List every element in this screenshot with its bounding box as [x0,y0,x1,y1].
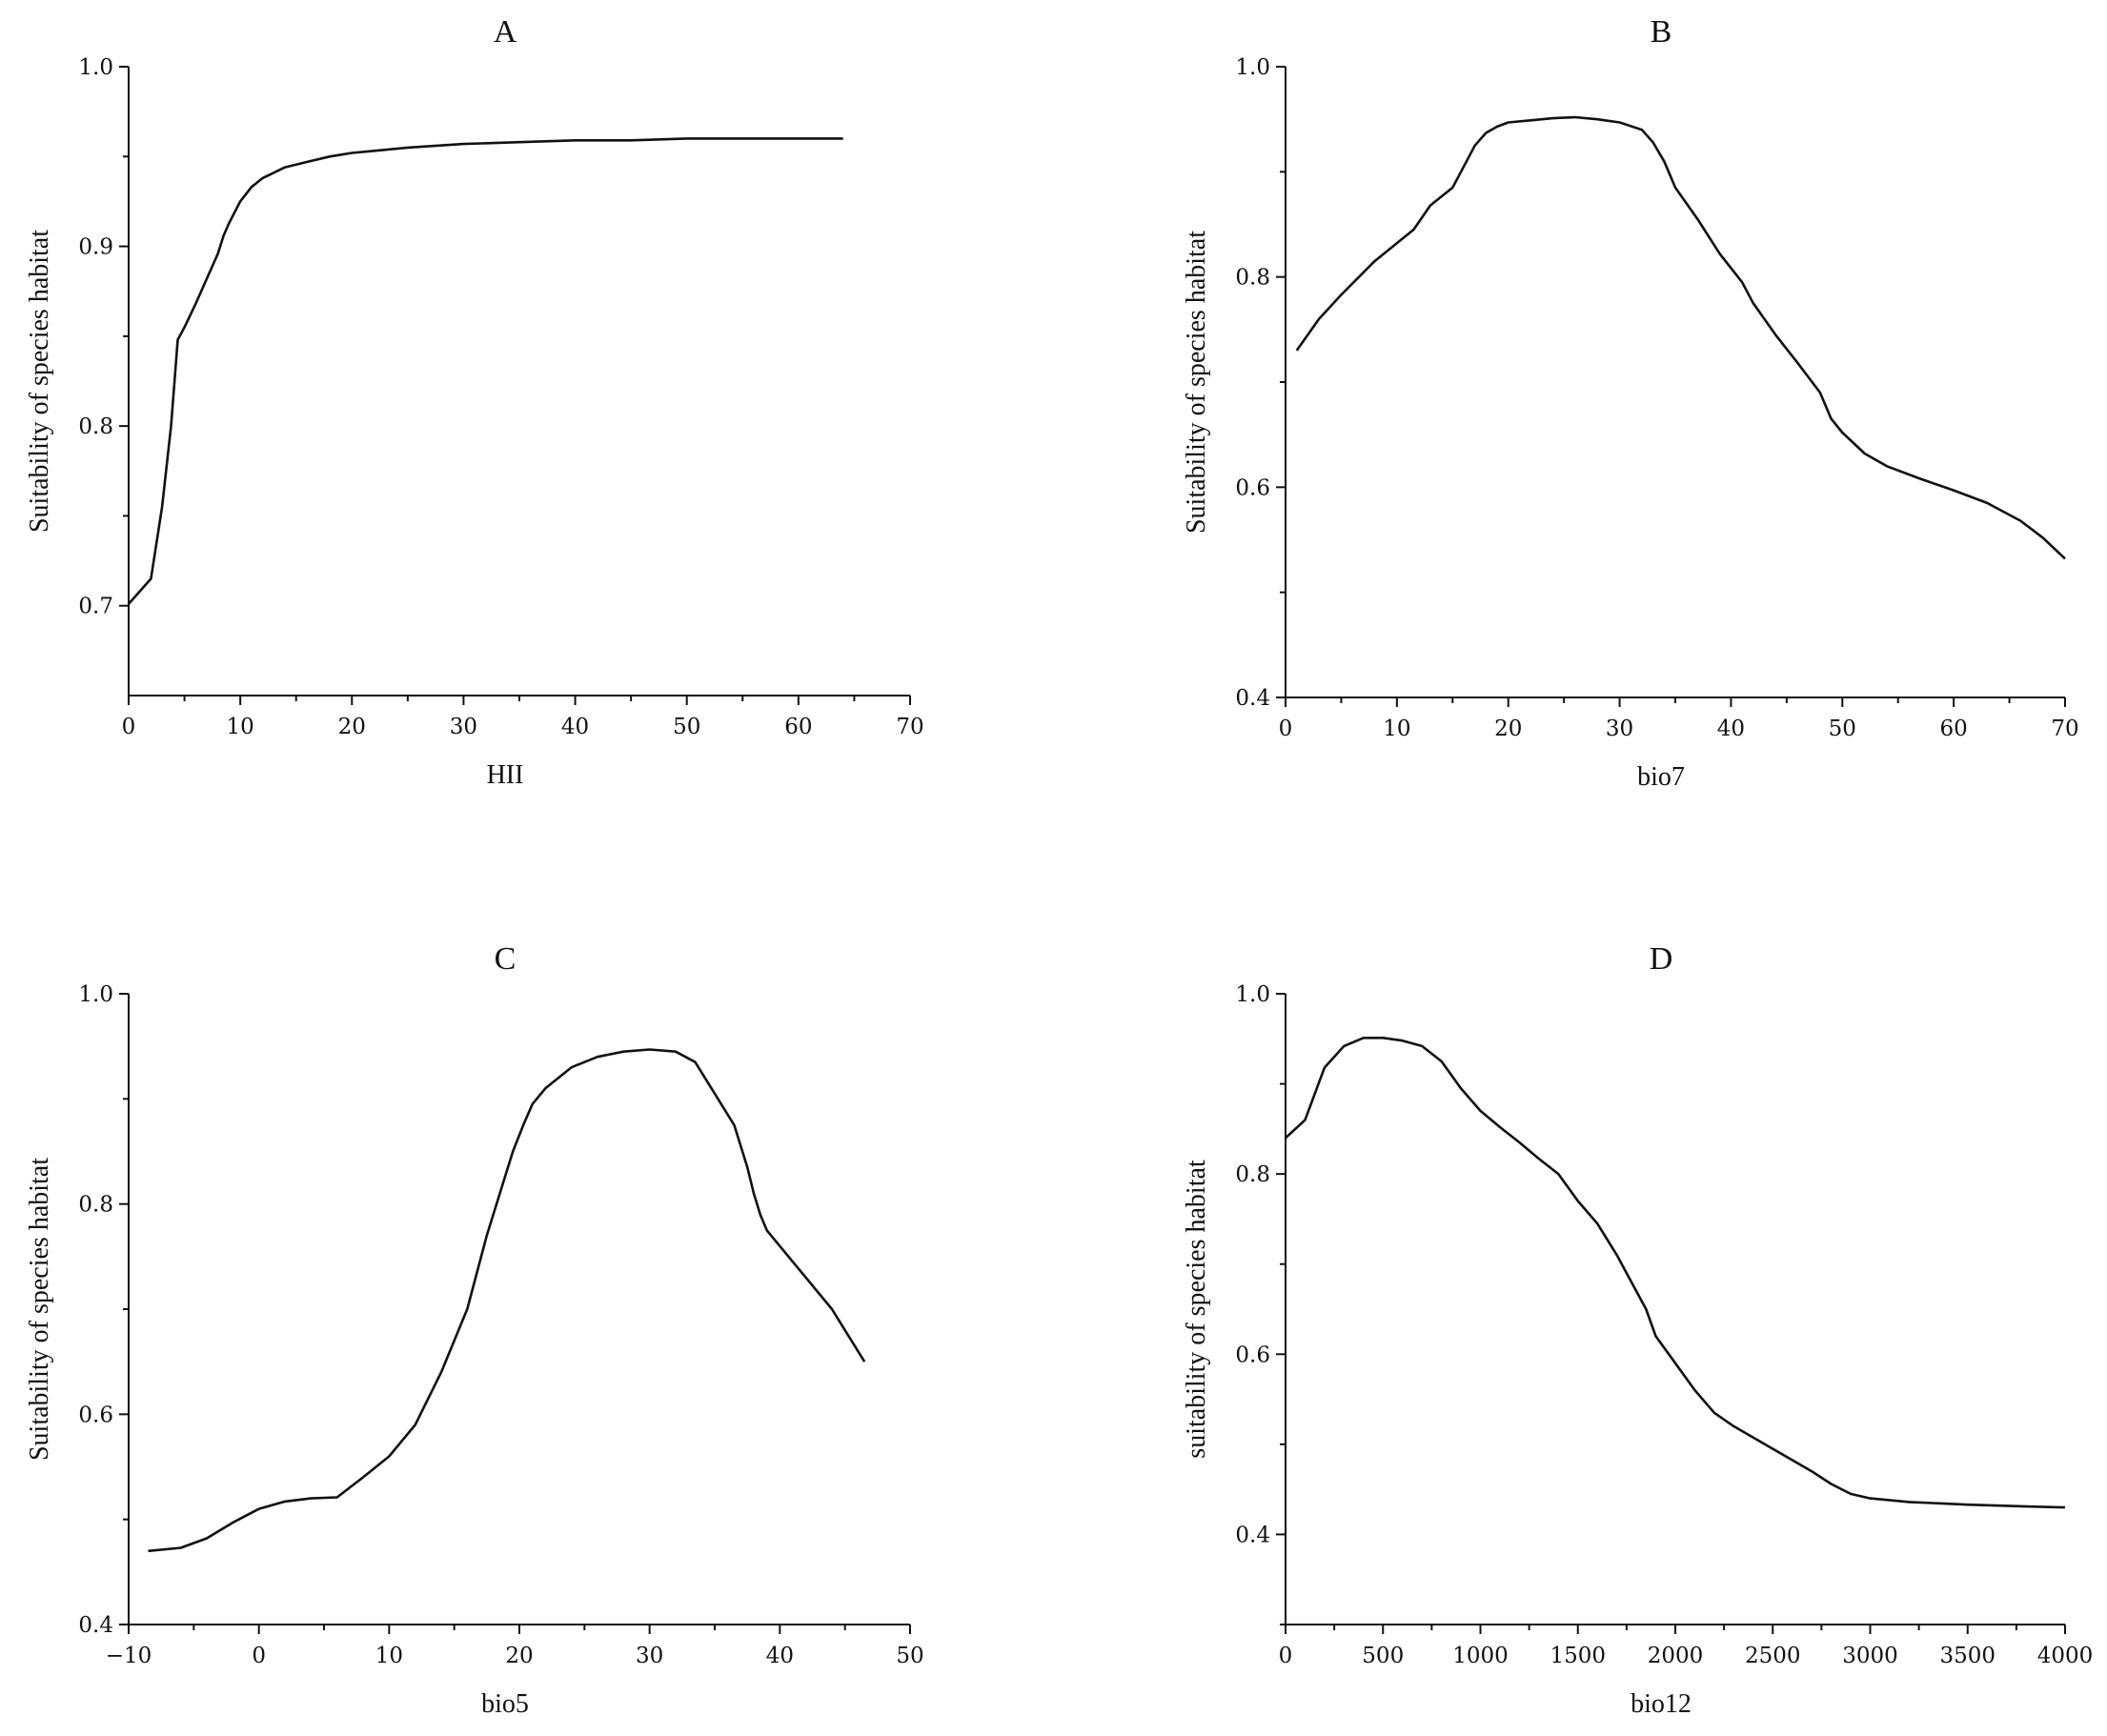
panel-c-x-tick-label: 10 [375,1644,403,1668]
panel-c-x-tick-label: 30 [636,1644,663,1668]
panel-d-x-tick-label: 2500 [1745,1644,1801,1668]
panel-a-x-tick-label: 40 [561,715,589,739]
panel-a-x-tick-label: 20 [338,715,366,739]
panel-a-y-tick-label: 0.7 [78,595,113,619]
panel-d-x-tick-label: 2000 [1648,1644,1704,1668]
panel-d-x-tick-label: 3000 [1842,1644,1898,1668]
panel-d-x-tick-label: 1500 [1550,1644,1606,1668]
panel-d-x-tick-label: 3500 [1939,1644,1996,1668]
panel-d-x-tick-label: 1000 [1452,1644,1509,1668]
panel-d: 0 500 1000 1500 2000 2500 3000 3500 4000 0.4 0.6 0.… [1182,941,2093,1719]
panel-a-x-tick-label: 70 [896,715,923,739]
panel-c-x-tick-label: −10 [106,1644,152,1668]
panel-b-y-tick-label: 0.4 [1235,686,1270,711]
panel-c-y-tick-label: 1.0 [78,982,113,1007]
panel-b-x-tick-label: 0 [1279,717,1293,741]
panel-d-y-tick-label: 0.6 [1235,1342,1270,1367]
panel-a-y-axis-title: Suitability of species habitat [25,230,54,533]
panel-c-x-tick-label: 0 [252,1644,266,1668]
panel-b-y-tick-label: 1.0 [1235,55,1270,80]
panel-a-y-tick-label: 0.9 [78,235,113,260]
panel-a-x-tick-label: 30 [450,715,477,739]
panel-b-x-tick-label: 70 [2051,717,2078,741]
panel-d-y-tick-label: 0.8 [1235,1162,1270,1187]
panel-d-y-tick-label: 0.4 [1235,1523,1270,1547]
panel-c-x-tick-label: 20 [505,1644,533,1668]
panel-c-y-tick-label: 0.8 [78,1193,113,1218]
panel-b-x-tick-label: 20 [1494,717,1522,741]
panel-b-x-tick-label: 60 [1940,717,1968,741]
panel-b-x-tick-label: 50 [1829,717,1856,741]
panel-c-title: C [495,941,517,977]
panel-a-response-curve [128,137,843,605]
panel-a-y-tick-label: 1.0 [78,55,113,80]
panel-a-x-tick-label: 50 [673,715,700,739]
panel-b-x-tick-label: 30 [1606,717,1633,741]
panel-b-response-curve [1295,115,2066,560]
panel-b-x-tick-label: 40 [1717,717,1745,741]
panel-d-x-tick-label: 500 [1362,1644,1404,1668]
panel-a-x-tick-label: 10 [227,715,254,739]
panel-a: 0 10 20 30 40 50 60 70 0.7 0.8 0.9 1.0 A HII Suitabili… [25,14,924,790]
panel-b-title: B [1651,14,1672,50]
panel-d-y-tick-label: 1.0 [1235,982,1270,1007]
panel-a-x-tick-label: 0 [122,715,136,739]
panel-c-x-axis-title: bio5 [481,1689,529,1719]
panel-d-x-axis-title: bio12 [1631,1689,1692,1719]
panel-c-y-tick-label: 0.6 [78,1403,113,1427]
panel-a-title: A [494,14,517,50]
panel-d-response-curve [1285,1037,2066,1509]
panel-d-y-axis-title: suitability of species habitat [1182,1160,1211,1459]
panel-b-y-axis-title: Suitability of species habitat [1182,231,1211,534]
panel-c-x-tick-label: 40 [766,1644,794,1668]
panel-d-x-tick-label: 0 [1279,1644,1293,1668]
panel-c-y-tick-label: 0.4 [78,1613,113,1638]
panel-a-x-tick-label: 60 [784,715,812,739]
panel-c-response-curve [148,1048,866,1553]
panel-d-title: D [1650,941,1673,977]
panel-b-y-tick-label: 0.8 [1235,266,1270,291]
panel-c-x-tick-label: 50 [896,1644,923,1668]
panel-b-x-tick-label: 10 [1383,717,1410,741]
panel-b-y-tick-label: 0.6 [1235,475,1270,500]
panel-d-x-tick-label: 4000 [2037,1644,2094,1668]
panel-c-y-axis-title: Suitability of species habitat [25,1158,54,1461]
panel-a-x-axis-title: HII [487,760,524,790]
panel-a-y-tick-label: 0.8 [78,414,113,439]
panel-b-x-axis-title: bio7 [1637,762,1685,792]
